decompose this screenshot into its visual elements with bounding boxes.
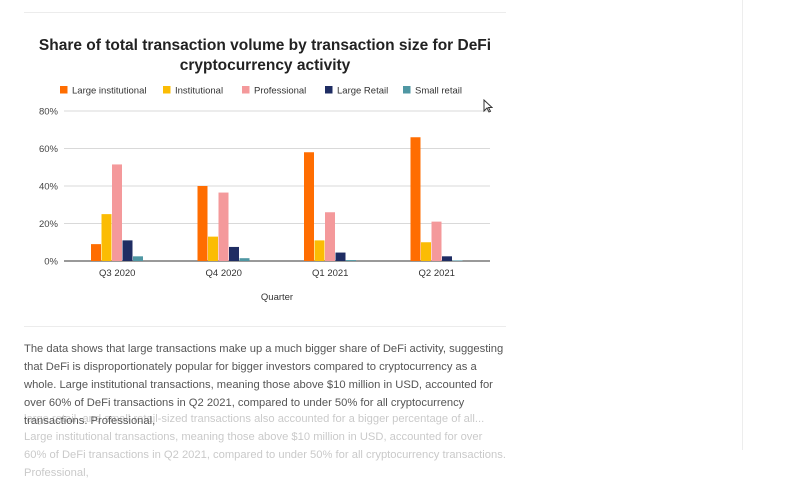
- bottom-divider: [24, 326, 506, 327]
- article-body: The data shows that large transactions m…: [24, 340, 506, 430]
- legend-label: Small retail: [415, 86, 462, 97]
- bar-chart: 0% 20% 40% 60% 80% Large institutional Institu…: [39, 86, 490, 303]
- legend-swatch: [325, 86, 333, 94]
- legend-swatch: [242, 86, 250, 94]
- mouse-cursor-icon: [483, 99, 493, 113]
- bar: [325, 212, 335, 261]
- legend-label: Large Retail: [337, 86, 388, 97]
- bar: [239, 258, 250, 261]
- bar: [442, 256, 452, 261]
- x-tick-label: Q3 2020: [99, 268, 135, 279]
- legend-swatch: [163, 86, 171, 94]
- bar: [452, 260, 463, 262]
- top-divider: [24, 12, 506, 13]
- bar: [304, 152, 314, 261]
- x-tick-label: Q2 2021: [419, 268, 455, 279]
- chart-title: Share of total transaction volume by tra…: [38, 37, 492, 74]
- column-rule: [742, 0, 743, 450]
- article-paragraph: The data shows that large transactions m…: [24, 343, 504, 427]
- bar: [335, 252, 346, 261]
- bar: [208, 236, 218, 261]
- legend-label: Large institutional: [72, 86, 146, 97]
- bar: [112, 164, 122, 261]
- bar: [431, 221, 442, 261]
- bar: [314, 240, 325, 261]
- bar: [91, 244, 101, 261]
- legend-swatch: [60, 86, 68, 94]
- chart-container: Share of total transaction volume by tra…: [24, 24, 506, 324]
- y-tick-label: 20%: [39, 219, 59, 230]
- x-axis-title: Quarter: [261, 292, 293, 303]
- y-tick-label: 60%: [39, 144, 59, 155]
- legend-label: Institutional: [175, 86, 223, 97]
- x-tick-label: Q4 2020: [206, 268, 242, 279]
- y-tick-label: 80%: [39, 107, 59, 118]
- bar: [410, 137, 421, 261]
- bar: [133, 256, 143, 261]
- legend-swatch: [403, 86, 411, 94]
- x-tick-label: Q1 2021: [312, 268, 348, 279]
- y-tick-label: 40%: [39, 182, 59, 193]
- bar: [218, 192, 229, 261]
- legend-label: Professional: [254, 86, 306, 97]
- bar: [197, 186, 208, 261]
- bar: [421, 242, 431, 261]
- bar: [122, 240, 133, 261]
- y-tick-label: 0%: [44, 257, 58, 268]
- bar: [101, 214, 112, 261]
- bar: [229, 246, 239, 261]
- bar: [346, 260, 356, 261]
